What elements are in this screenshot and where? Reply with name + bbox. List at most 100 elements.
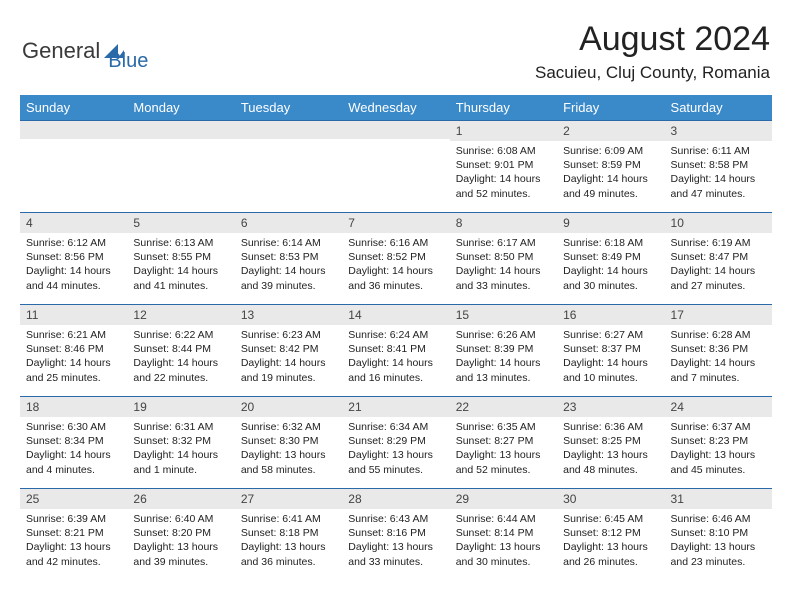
day-info: Sunrise: 6:32 AMSunset: 8:30 PMDaylight:… [235, 417, 342, 480]
day-number: 19 [127, 397, 234, 417]
day-number: 16 [557, 305, 664, 325]
day-info: Sunrise: 6:11 AMSunset: 8:58 PMDaylight:… [665, 141, 772, 204]
day-number: 20 [235, 397, 342, 417]
daylight-text: Daylight: 14 hours and 25 minutes. [26, 356, 121, 384]
calendar-cell [235, 121, 342, 213]
day-number: 5 [127, 213, 234, 233]
sunset-text: Sunset: 8:34 PM [26, 434, 121, 448]
day-number: 1 [450, 121, 557, 141]
daylight-text: Daylight: 14 hours and 39 minutes. [241, 264, 336, 292]
calendar-cell: 17Sunrise: 6:28 AMSunset: 8:36 PMDayligh… [665, 305, 772, 397]
calendar-row: 18 Sunrise: 6:30 AMSunset: 8:34 PM Dayligh… [20, 397, 772, 489]
day-info: Sunrise: 6:36 AMSunset: 8:25 PMDaylight:… [557, 417, 664, 480]
sunrise-text: Sunrise: 6:40 AM [133, 512, 228, 526]
calendar-cell: 9Sunrise: 6:18 AMSunset: 8:49 PMDaylight… [557, 213, 664, 305]
sunset-text: Sunset: 8:39 PM [456, 342, 551, 356]
calendar-cell: 28Sunrise: 6:43 AMSunset: 8:16 PMDayligh… [342, 489, 449, 581]
day-info: Sunrise: 6:40 AMSunset: 8:20 PMDaylight:… [127, 509, 234, 572]
sunrise-text: Sunrise: 6:24 AM [348, 328, 443, 342]
calendar-row: 25Sunrise: 6:39 AMSunset: 8:21 PMDayligh… [20, 489, 772, 581]
day-number: 7 [342, 213, 449, 233]
sunrise-text: Sunrise: 6:36 AM [563, 420, 658, 434]
sunrise-text: Sunrise: 6:45 AM [563, 512, 658, 526]
sunrise-text: Sunrise: 6:43 AM [348, 512, 443, 526]
sunset-text: Sunset: 8:12 PM [563, 526, 658, 540]
dayname-tue: Tuesday [235, 95, 342, 121]
daylight-text: Daylight: 14 hours and 47 minutes. [671, 172, 766, 200]
day-info: Sunrise: 6:16 AMSunset: 8:52 PMDaylight:… [342, 233, 449, 296]
day-number: 4 [20, 213, 127, 233]
day-info: Sunrise: 6:44 AMSunset: 8:14 PMDaylight:… [450, 509, 557, 572]
sunset-text: Sunset: 8:32 PM [133, 434, 228, 448]
calendar-cell: 22Sunrise: 6:35 AMSunset: 8:27 PMDayligh… [450, 397, 557, 489]
calendar-cell: 7Sunrise: 6:16 AMSunset: 8:52 PMDaylight… [342, 213, 449, 305]
sunset-text: Sunset: 8:30 PM [241, 434, 336, 448]
sunset-text: Sunset: 8:52 PM [348, 250, 443, 264]
sunrise-text: Sunrise: 6:30 AM [26, 420, 121, 434]
day-info: Sunrise: 6:46 AMSunset: 8:10 PMDaylight:… [665, 509, 772, 572]
day-number: 23 [557, 397, 664, 417]
day-info: Sunrise: 6:37 AMSunset: 8:23 PMDaylight:… [665, 417, 772, 480]
sunrise-text: Sunrise: 6:17 AM [456, 236, 551, 250]
sunset-text: Sunset: 8:53 PM [241, 250, 336, 264]
sunrise-text: Sunrise: 6:09 AM [563, 144, 658, 158]
sunrise-text: Sunrise: 6:37 AM [671, 420, 766, 434]
daylight-text: Daylight: 13 hours and 36 minutes. [241, 540, 336, 568]
sunset-text: Sunset: 9:01 PM [456, 158, 551, 172]
daylight-text: Daylight: 14 hours and 27 minutes. [671, 264, 766, 292]
sunrise-text: Sunrise: 6:21 AM [26, 328, 121, 342]
sunset-text: Sunset: 8:25 PM [563, 434, 658, 448]
sunrise-text: Sunrise: 6:46 AM [671, 512, 766, 526]
day-number: 18 [20, 397, 127, 417]
day-info: Sunrise: 6:17 AMSunset: 8:50 PMDaylight:… [450, 233, 557, 296]
daylight-text: Daylight: 13 hours and 23 minutes. [671, 540, 766, 568]
sunset-text: Sunset: 8:10 PM [671, 526, 766, 540]
sunset-text: Sunset: 8:14 PM [456, 526, 551, 540]
sunrise-text: Sunrise: 6:35 AM [456, 420, 551, 434]
calendar-cell: 23Sunrise: 6:36 AMSunset: 8:25 PMDayligh… [557, 397, 664, 489]
logo-triangle-icon [104, 40, 124, 58]
daylight-text: Daylight: 13 hours and 45 minutes. [671, 448, 766, 476]
sunset-text: Sunset: 8:42 PM [241, 342, 336, 356]
sunrise-text: Sunrise: 6:13 AM [133, 236, 228, 250]
logo-text-general: General [22, 38, 100, 64]
calendar-cell: 21Sunrise: 6:34 AMSunset: 8:29 PMDayligh… [342, 397, 449, 489]
day-number: 8 [450, 213, 557, 233]
daylight-text: Daylight: 14 hours and 22 minutes. [133, 356, 228, 384]
sunrise-text: Sunrise: 6:16 AM [348, 236, 443, 250]
sunrise-text: Sunrise: 6:19 AM [671, 236, 766, 250]
day-info: Sunrise: 6:39 AMSunset: 8:21 PMDaylight:… [20, 509, 127, 572]
sunset-text: Sunset: 8:50 PM [456, 250, 551, 264]
sunset-text: Sunset: 8:59 PM [563, 158, 658, 172]
dayname-thu: Thursday [450, 95, 557, 121]
daylight-text: Daylight: 13 hours and 26 minutes. [563, 540, 658, 568]
daylight-text: Daylight: 14 hours and 41 minutes. [133, 264, 228, 292]
sunrise-text: Sunrise: 6:44 AM [456, 512, 551, 526]
dayname-mon: Monday [127, 95, 234, 121]
title-block: August 2024 Sacuieu, Cluj County, Romani… [535, 20, 770, 83]
daylight-text: Daylight: 14 hours and 44 minutes. [26, 264, 121, 292]
day-number [342, 121, 449, 127]
daylight-text: Daylight: 14 hours and 33 minutes. [456, 264, 551, 292]
day-number: 6 [235, 213, 342, 233]
sunset-text: Sunset: 8:18 PM [241, 526, 336, 540]
calendar-cell: 30Sunrise: 6:45 AMSunset: 8:12 PMDayligh… [557, 489, 664, 581]
day-number: 31 [665, 489, 772, 509]
day-info: Sunrise: 6:12 AMSunset: 8:56 PMDaylight:… [20, 233, 127, 296]
page-title: August 2024 [535, 20, 770, 59]
daylight-text: Daylight: 13 hours and 58 minutes. [241, 448, 336, 476]
day-number: 10 [665, 213, 772, 233]
calendar-cell: 20Sunrise: 6:32 AMSunset: 8:30 PMDayligh… [235, 397, 342, 489]
sunrise-text: Sunrise: 6:32 AM [241, 420, 336, 434]
sunset-text: Sunset: 8:56 PM [26, 250, 121, 264]
sunset-text: Sunset: 8:27 PM [456, 434, 551, 448]
sunrise-text: Sunrise: 6:12 AM [26, 236, 121, 250]
daylight-text: Daylight: 13 hours and 33 minutes. [348, 540, 443, 568]
calendar-cell: 26Sunrise: 6:40 AMSunset: 8:20 PMDayligh… [127, 489, 234, 581]
daylight-text: Daylight: 14 hours and 30 minutes. [563, 264, 658, 292]
calendar-table: Sunday Monday Tuesday Wednesday Thursday… [20, 95, 772, 581]
sunset-text: Sunset: 8:29 PM [348, 434, 443, 448]
day-number: 28 [342, 489, 449, 509]
day-number: 17 [665, 305, 772, 325]
calendar-cell [20, 121, 127, 213]
